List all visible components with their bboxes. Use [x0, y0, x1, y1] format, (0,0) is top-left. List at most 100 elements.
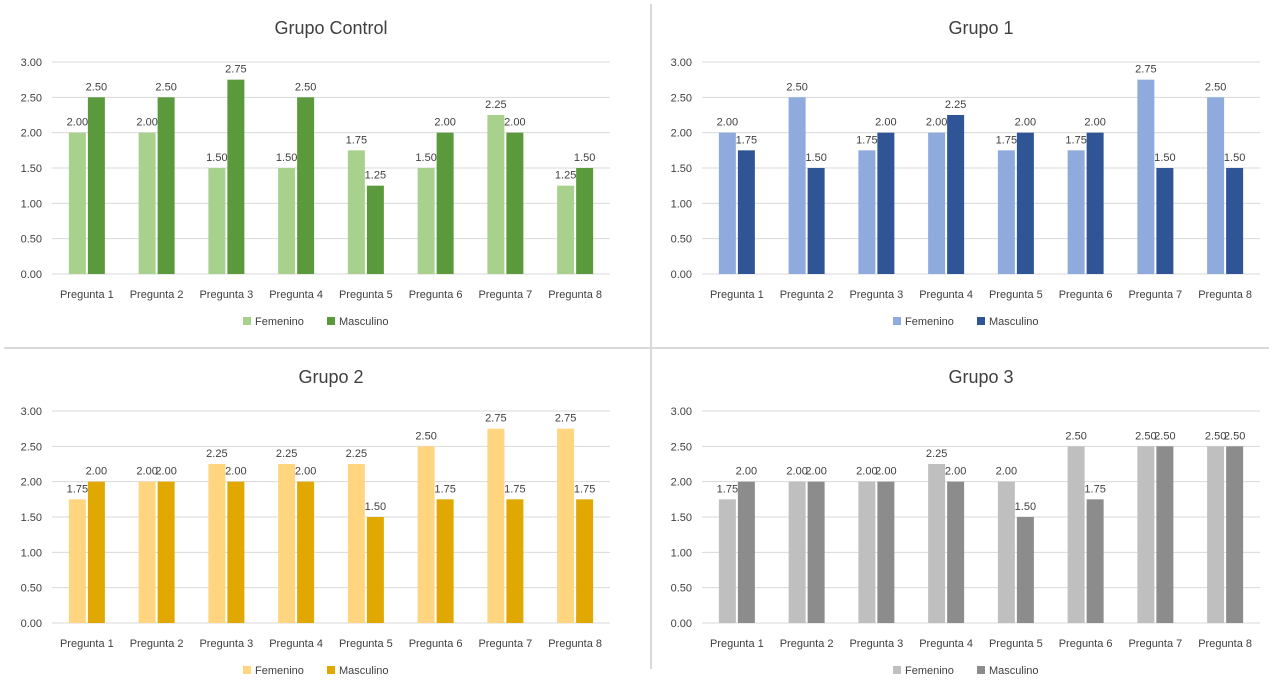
- y-tick-label: 1.00: [21, 198, 42, 210]
- y-tick-label: 3.00: [21, 57, 42, 69]
- data-label: 2.00: [86, 466, 107, 478]
- chart-title: Grupo Control: [274, 18, 387, 38]
- bar: [138, 481, 156, 623]
- data-label: 1.50: [805, 152, 826, 164]
- data-label: 1.50: [365, 501, 386, 513]
- data-label: 2.75: [1135, 64, 1156, 76]
- x-tick-label: Pregunta 4: [269, 638, 323, 650]
- x-tick-label: Pregunta 4: [919, 638, 973, 650]
- legend-swatch: [893, 666, 901, 674]
- data-label: 1.50: [574, 152, 595, 164]
- bar: [1226, 446, 1244, 623]
- bar: [1207, 97, 1225, 274]
- panel-divider-horizontal: [4, 347, 1269, 349]
- y-tick-label: 0.00: [21, 618, 42, 630]
- x-tick-label: Pregunta 5: [989, 638, 1043, 650]
- panel-divider-vertical: [650, 4, 652, 669]
- bar: [436, 499, 454, 623]
- bar: [1016, 132, 1034, 274]
- y-tick-label: 3.00: [21, 406, 42, 418]
- data-label: 1.75: [574, 483, 595, 495]
- data-label: 2.00: [67, 117, 88, 129]
- bar: [1137, 79, 1155, 275]
- bar: [68, 499, 86, 623]
- data-label: 2.00: [155, 466, 176, 478]
- y-tick-label: 1.50: [21, 163, 42, 175]
- bar: [278, 464, 296, 623]
- bar: [366, 517, 384, 623]
- bar: [297, 97, 315, 274]
- bar: [506, 132, 524, 274]
- x-tick-label: Pregunta 8: [548, 289, 602, 301]
- bar: [68, 132, 86, 274]
- bar: [877, 132, 895, 274]
- x-tick-label: Pregunta 2: [780, 638, 834, 650]
- legend-swatch: [243, 317, 251, 325]
- bar: [157, 97, 175, 274]
- data-label: 1.25: [365, 170, 386, 182]
- legend-item: Femenino: [255, 316, 304, 328]
- bar: [87, 97, 105, 274]
- data-label: 2.00: [786, 466, 807, 478]
- bar: [278, 168, 296, 274]
- data-label: 2.25: [206, 448, 227, 460]
- y-tick-label: 1.50: [671, 512, 692, 524]
- y-tick-label: 3.00: [671, 406, 692, 418]
- y-tick-label: 0.50: [671, 583, 692, 595]
- bar: [347, 150, 365, 274]
- chart-grupo-3: Grupo 3 0.00 0.50 1.00 1.50 2.00 2.50 3.00 Pregu…: [650, 349, 1270, 689]
- bar: [1086, 132, 1104, 274]
- data-label: 2.75: [485, 413, 506, 425]
- y-tick-label: 2.50: [671, 441, 692, 453]
- bar: [297, 481, 315, 623]
- data-label: 2.50: [786, 81, 807, 93]
- data-label: 1.50: [1154, 152, 1175, 164]
- y-tick-label: 0.00: [21, 269, 42, 281]
- legend-item: Masculino: [339, 316, 389, 328]
- legend-item: Femenino: [905, 316, 954, 328]
- bar: [366, 185, 384, 274]
- bar: [506, 499, 524, 623]
- chart-grupo-1: Grupo 1 0.00 0.50 1.00 1.50 2.00 2.50 3.00 Pregu…: [650, 0, 1270, 340]
- data-label: 1.75: [504, 483, 525, 495]
- y-tick-label: 1.50: [21, 512, 42, 524]
- data-label: 2.00: [434, 117, 455, 129]
- bar: [227, 79, 245, 275]
- x-tick-label: Pregunta 4: [919, 289, 973, 301]
- bar: [858, 481, 876, 623]
- bar: [788, 97, 806, 274]
- bar: [227, 481, 245, 623]
- data-label: 2.00: [805, 466, 826, 478]
- data-label: 1.50: [415, 152, 436, 164]
- bar: [737, 481, 755, 623]
- bar: [1137, 446, 1155, 623]
- data-label: 2.50: [155, 81, 176, 93]
- bar: [157, 481, 175, 623]
- y-tick-label: 2.00: [671, 128, 692, 140]
- bar: [487, 428, 505, 623]
- bar: [487, 115, 505, 274]
- data-label: 1.50: [1015, 501, 1036, 513]
- bar: [997, 150, 1015, 274]
- x-tick-label: Pregunta 2: [780, 289, 834, 301]
- bar: [1067, 150, 1085, 274]
- y-tick-label: 2.50: [21, 92, 42, 104]
- chart-grupo-control: Grupo Control 0.00 0.50 1.00 1.50 2.00 2.50 3.0…: [0, 0, 620, 340]
- bar: [557, 185, 575, 274]
- x-tick-label: Pregunta 6: [1059, 638, 1113, 650]
- data-label: 2.00: [136, 117, 157, 129]
- x-tick-label: Pregunta 8: [1198, 638, 1252, 650]
- data-label: 1.75: [346, 134, 367, 146]
- data-label: 1.75: [736, 134, 757, 146]
- chart-svg: Grupo 2 0.00 0.50 1.00 1.50 2.00 2.50 3.00 Pregu…: [21, 367, 610, 677]
- data-label: 2.25: [485, 99, 506, 111]
- bar: [947, 481, 965, 623]
- bar: [788, 481, 806, 623]
- bar: [436, 132, 454, 274]
- data-label: 2.25: [346, 448, 367, 460]
- x-tick-label: Pregunta 6: [1059, 289, 1113, 301]
- data-label: 2.25: [276, 448, 297, 460]
- y-tick-label: 0.50: [21, 234, 42, 246]
- x-tick-label: Pregunta 3: [199, 289, 253, 301]
- legend-swatch: [243, 666, 251, 674]
